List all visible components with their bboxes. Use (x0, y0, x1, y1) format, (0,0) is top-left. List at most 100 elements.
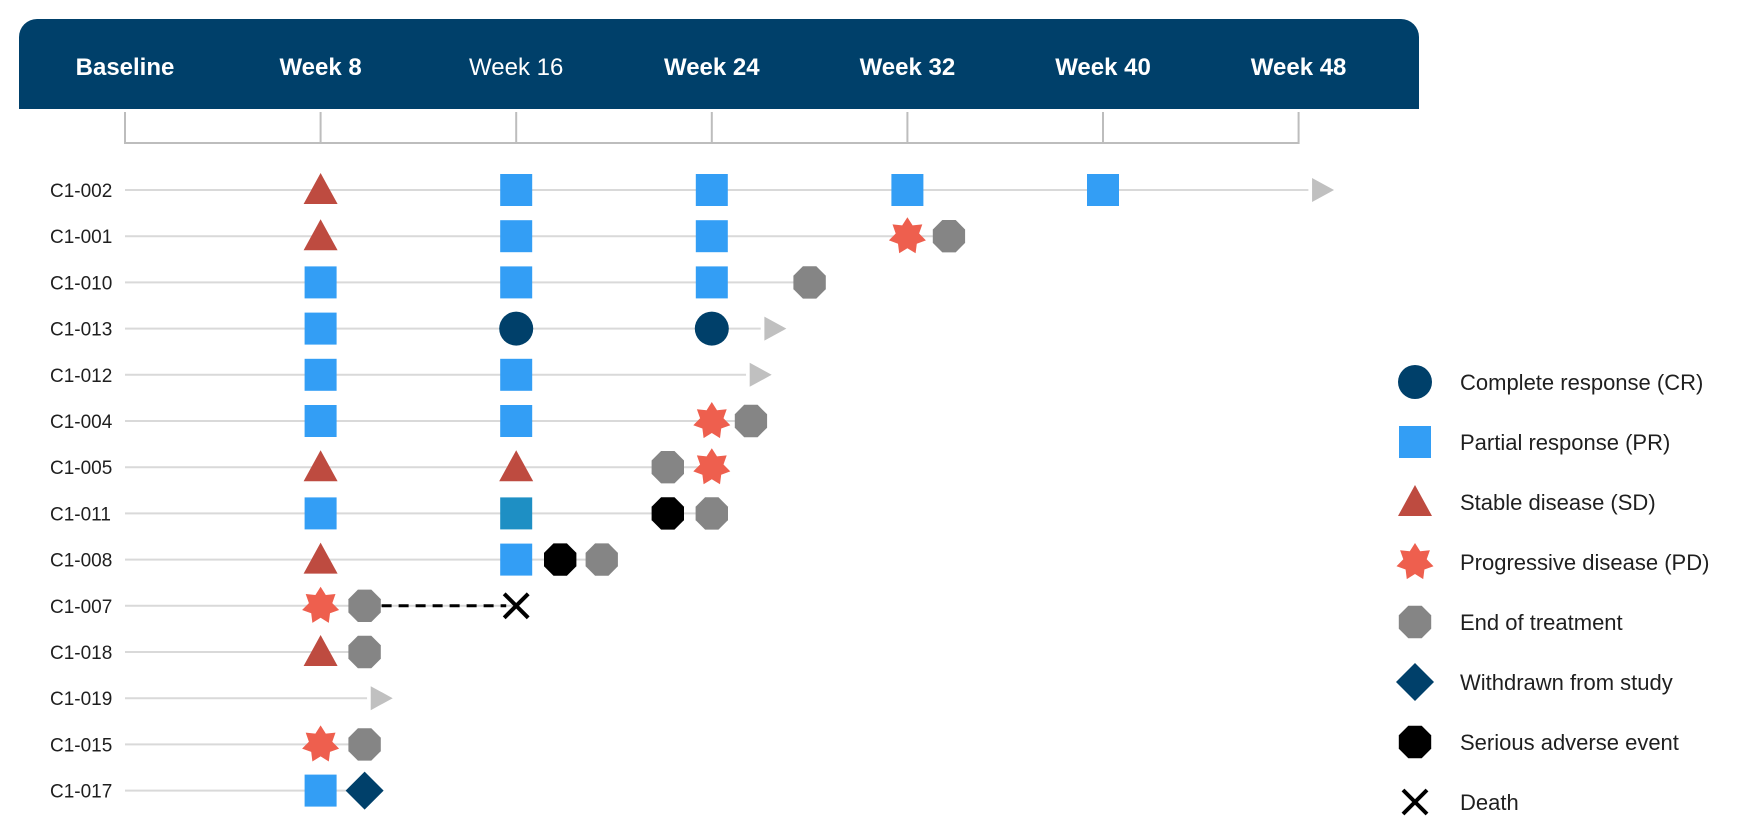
legend-item: Serious adverse event (1398, 725, 1679, 759)
pr-marker (500, 497, 533, 530)
withdrawn-marker (1396, 663, 1434, 701)
eot-marker (695, 497, 728, 530)
eot-marker (1398, 605, 1432, 639)
sd-marker (1398, 485, 1432, 516)
ongoing-arrow (1312, 178, 1335, 202)
pd-marker (302, 586, 340, 623)
subject-label: C1-017 (50, 782, 112, 803)
sae-marker (1398, 725, 1432, 759)
pr-marker (304, 405, 337, 437)
pd-marker (693, 448, 731, 485)
pr-marker (500, 220, 533, 253)
pr-marker (500, 543, 533, 576)
subject-label: C1-013 (50, 320, 112, 341)
subject-label: C1-008 (50, 551, 112, 572)
subject-label: C1-005 (50, 458, 112, 479)
subject-label: C1-001 (50, 227, 112, 248)
subject-label: C1-007 (50, 597, 112, 618)
week-label: Week 40 (1055, 54, 1151, 81)
pd-marker (693, 402, 731, 439)
pr-marker (695, 220, 728, 253)
week-label: Week 48 (1251, 54, 1347, 81)
pr-marker (500, 405, 533, 437)
legend-item: Death (1401, 788, 1519, 816)
pr-marker (500, 266, 533, 299)
subject-label: C1-019 (50, 689, 112, 710)
pr-marker (695, 174, 728, 206)
sae-marker (544, 543, 577, 576)
legend-label: Complete response (CR) (1460, 370, 1703, 395)
sd-marker (303, 542, 338, 574)
pr-marker (304, 358, 337, 391)
legend-label: Death (1460, 790, 1519, 815)
week-label: Baseline (76, 54, 175, 81)
sae-marker (651, 497, 684, 530)
legend-label: Progressive disease (PD) (1460, 550, 1709, 575)
sd-marker (303, 219, 338, 251)
week-header-labels: Baseline Week 8 Week 16 Week 24 Week 32 Week … (76, 54, 1347, 81)
week-ruler (124, 112, 1300, 144)
legend-item: End of treatment (1398, 605, 1623, 639)
subject-label: C1-002 (50, 181, 112, 202)
header-band-bottom (19, 70, 1419, 109)
ongoing-arrow (749, 362, 772, 387)
pr-marker (500, 358, 533, 391)
pd-marker (1396, 543, 1434, 580)
week-label: Week 16 (469, 54, 563, 81)
pr-marker (891, 174, 924, 206)
legend-item: Stable disease (SD) (1398, 485, 1656, 516)
legend-item: Progressive disease (PD) (1396, 543, 1709, 580)
withdrawn-marker (345, 771, 384, 810)
week-label: Week 24 (664, 54, 760, 81)
subject-label: C1-010 (50, 273, 112, 294)
sd-marker (499, 450, 534, 482)
subject-label: C1-004 (50, 412, 113, 433)
eot-marker (348, 589, 381, 622)
week-label: Week 8 (279, 54, 361, 81)
legend-label: End of treatment (1460, 610, 1623, 635)
cr-marker (1398, 365, 1432, 399)
cr-marker (694, 311, 729, 346)
eot-marker (932, 220, 966, 253)
subject-label: C1-018 (50, 643, 112, 664)
subject-label: C1-015 (50, 735, 112, 756)
pr-marker (304, 497, 337, 530)
pr-marker (304, 312, 337, 345)
eot-marker (348, 635, 381, 669)
pr-marker (1087, 174, 1119, 206)
sd-marker (303, 450, 338, 482)
subject-label: C1-011 (50, 504, 111, 525)
death-marker (1401, 788, 1429, 816)
week-label: Week 32 (860, 54, 956, 81)
ongoing-arrow (370, 686, 393, 711)
pr-marker (304, 774, 337, 807)
subject-labels: C1-002 C1-001 C1-010 C1-013 C1-012 C1-004 C1-0… (50, 181, 113, 803)
pd-marker (888, 217, 926, 254)
death-marker (502, 592, 530, 620)
sd-marker (303, 173, 338, 204)
pd-marker (302, 725, 340, 762)
eot-marker (793, 266, 826, 299)
legend-item: Withdrawn from study (1396, 663, 1673, 701)
legend-label: Partial response (PR) (1460, 430, 1670, 455)
legend-label: Serious adverse event (1460, 730, 1679, 755)
eot-marker (651, 451, 684, 484)
pr-marker (304, 266, 337, 299)
legend-label: Withdrawn from study (1460, 670, 1673, 695)
subject-label: C1-012 (50, 366, 112, 387)
legend: Complete response (CR) Partial response (… (1396, 365, 1709, 816)
sd-marker (303, 635, 338, 666)
eot-marker (585, 543, 618, 576)
pr-marker (500, 174, 533, 206)
pr-marker (1399, 426, 1431, 458)
eot-marker (734, 404, 768, 438)
subject-lanes (125, 189, 1309, 792)
eot-marker (348, 728, 381, 761)
ongoing-arrow (764, 316, 787, 341)
cr-marker (499, 311, 534, 346)
legend-item: Complete response (CR) (1398, 365, 1703, 399)
event-markers (302, 173, 1335, 810)
legend-item: Partial response (PR) (1399, 426, 1670, 458)
pr-marker (695, 266, 728, 299)
